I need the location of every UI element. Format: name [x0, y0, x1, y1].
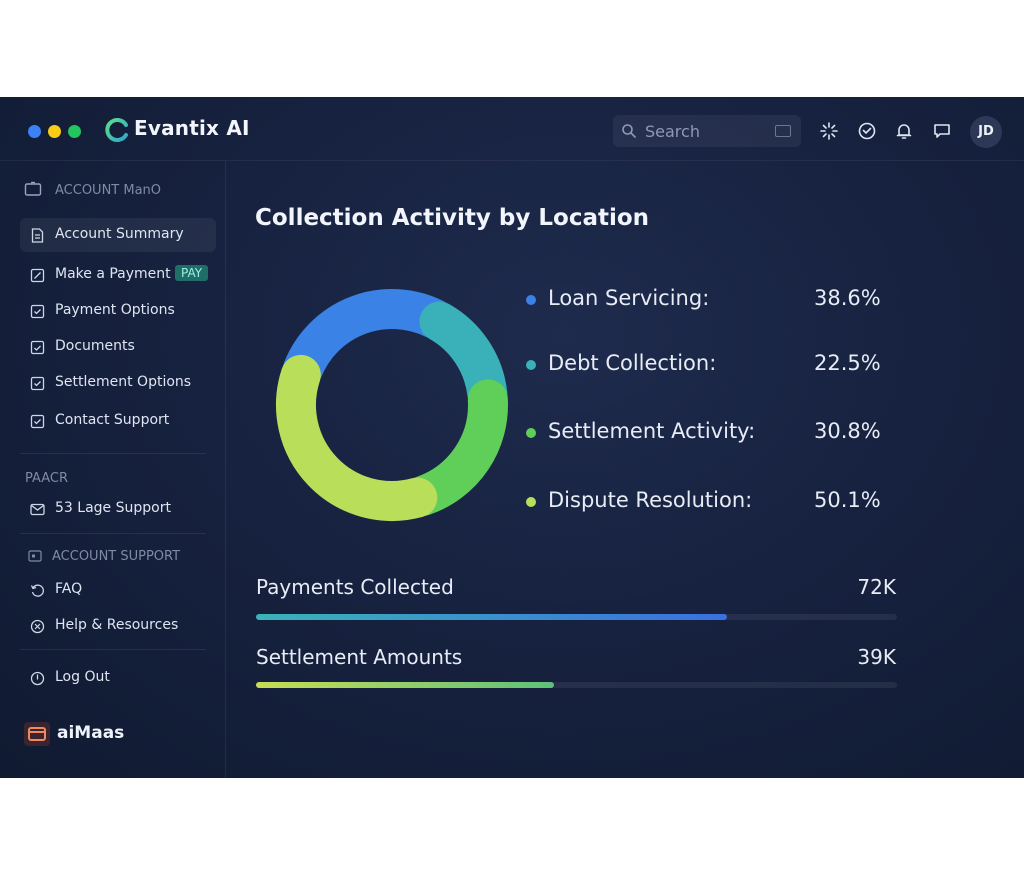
- donut-slice-3: [402, 379, 508, 516]
- refresh-icon: [30, 584, 44, 597]
- legend-label: Settlement Activity:: [548, 419, 756, 443]
- keyboard-shortcut-icon: [775, 125, 791, 137]
- legend-value: 30.8%: [814, 419, 881, 443]
- legend-value: 50.1%: [814, 488, 881, 512]
- sidebar-item-payment-options[interactable]: Payment Options: [20, 294, 216, 328]
- power-icon: [30, 671, 45, 686]
- legend-item: Debt Collection: 22.5%: [526, 350, 896, 380]
- legend-dot: [526, 497, 536, 507]
- section-heading: PAACR: [25, 471, 69, 486]
- logout-label: Log Out: [55, 669, 110, 685]
- sidebar-divider: [20, 533, 206, 534]
- progress-track-settlement-amounts: [256, 682, 897, 688]
- sidebar-divider: [20, 453, 206, 454]
- account-heading: ACCOUNT ManO: [55, 183, 162, 198]
- donut-slice-1: [282, 289, 455, 390]
- app-title: Evantix AI: [134, 116, 250, 140]
- legend-label: Loan Servicing:: [548, 286, 710, 310]
- sidebar-item-label: 53 Lage Support: [55, 500, 171, 516]
- search-box[interactable]: Search: [613, 115, 801, 147]
- sidebar-divider: [20, 649, 206, 650]
- documents-icon: [30, 340, 45, 355]
- sidebar-item-contact-support[interactable]: Contact Support: [20, 404, 216, 438]
- sidebar-item-faq[interactable]: FAQ: [20, 573, 216, 607]
- page-title: Collection Activity by Location: [255, 205, 650, 231]
- pay-badge: PAY: [175, 265, 209, 281]
- section-heading: ACCOUNT SUPPORT: [52, 549, 181, 564]
- window-dot-blue[interactable]: [28, 125, 41, 138]
- help-icon: [30, 619, 45, 634]
- donut-slice-4: [276, 354, 438, 521]
- window-dot-yellow[interactable]: [48, 125, 61, 138]
- progress-fill-settlement-amounts: [256, 682, 555, 688]
- legend-dot: [526, 428, 536, 438]
- edit-icon: [30, 268, 45, 283]
- progress-fill-payments-collected: [256, 614, 728, 620]
- search-icon: [622, 124, 636, 138]
- legend-label: Dispute Resolution:: [548, 488, 753, 512]
- legend-dot: [526, 295, 536, 305]
- sidebar-item-help-resources[interactable]: Help & Resources: [20, 609, 216, 643]
- sidebar-item-label: Contact Support: [55, 412, 170, 428]
- brand-logo-icon: [24, 722, 50, 746]
- search-input[interactable]: Search: [645, 122, 700, 141]
- chat-icon[interactable]: [932, 121, 952, 141]
- checkbox-icon: [30, 304, 45, 319]
- legend-item: Loan Servicing: 38.6%: [526, 285, 896, 315]
- progress-track-payments-collected: [256, 614, 897, 620]
- logout-button[interactable]: Log Out: [20, 661, 216, 695]
- sidebar-item-account-summary[interactable]: Account Summary: [20, 218, 216, 252]
- app-window: Evantix AI Search JD: [0, 97, 1024, 778]
- mail-icon: [30, 503, 45, 516]
- checkbox-icon: [30, 414, 45, 429]
- logo-icon: [105, 118, 128, 142]
- legend-item: Settlement Activity: 30.8%: [526, 418, 896, 448]
- brand-label: aiMaas: [57, 723, 125, 743]
- account-icon: [24, 181, 42, 196]
- support-icon: [28, 550, 42, 562]
- metric-value-payments-collected: 72K: [857, 575, 896, 599]
- sidebar-item-make-a-payment[interactable]: Make a Payment PAY: [20, 258, 216, 292]
- checkbox-icon: [30, 376, 45, 391]
- sidebar-item-label: Help & Resources: [55, 617, 179, 633]
- window-dot-green[interactable]: [68, 125, 81, 138]
- clock-check-icon[interactable]: [857, 121, 877, 141]
- donut-chart: [276, 289, 508, 521]
- legend-dot: [526, 360, 536, 370]
- sidebar-item-label: Make a Payment: [55, 266, 171, 282]
- legend-value: 38.6%: [814, 286, 881, 310]
- bell-icon[interactable]: [894, 121, 914, 141]
- top-bar: Evantix AI Search JD: [0, 97, 1024, 161]
- sparkle-icon[interactable]: [819, 121, 839, 141]
- sidebar-item-label: Settlement Options: [55, 374, 192, 390]
- sidebar-item-label: Payment Options: [55, 302, 175, 318]
- legend-label: Debt Collection:: [548, 351, 717, 375]
- sidebar-item-documents[interactable]: Documents: [20, 330, 216, 364]
- metric-label-settlement-amounts: Settlement Amounts: [256, 645, 463, 669]
- sidebar-item-lage-support[interactable]: 53 Lage Support: [20, 492, 216, 526]
- sidebar-item-label: Account Summary: [55, 226, 184, 242]
- document-icon: [31, 228, 44, 243]
- sidebar-item-settlement-options[interactable]: Settlement Options: [20, 366, 216, 400]
- metric-value-settlement-amounts: 39K: [857, 645, 896, 669]
- sidebar: ACCOUNT ManO Account Summary Make a Paym…: [0, 161, 226, 778]
- legend-item: Dispute Resolution: 50.1%: [526, 487, 896, 517]
- sidebar-item-label: Documents: [55, 338, 135, 354]
- avatar[interactable]: JD: [970, 116, 1002, 148]
- metric-label-payments-collected: Payments Collected: [256, 575, 454, 599]
- legend-value: 22.5%: [814, 351, 881, 375]
- sidebar-item-label: FAQ: [55, 581, 83, 597]
